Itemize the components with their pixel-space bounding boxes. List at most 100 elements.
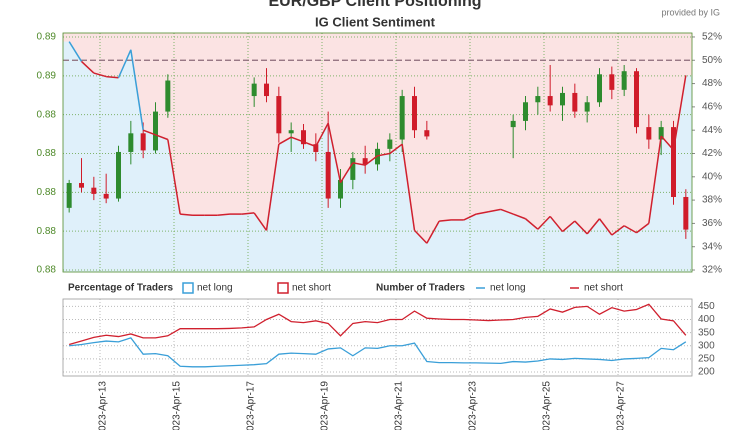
y2-tick-label: 52%	[702, 32, 722, 43]
x-tick-label: 2023-Apr-15	[172, 381, 183, 430]
candle-body	[523, 102, 528, 121]
y-tick-label: 0.88	[37, 226, 57, 237]
net-long-line	[463, 213, 477, 221]
candle-body	[621, 71, 627, 90]
net-long-line	[142, 129, 156, 136]
plot-frame	[62, 298, 693, 377]
y2-tick-label: 46%	[702, 102, 722, 113]
net-long-line	[401, 144, 416, 231]
net-long-line	[549, 215, 564, 233]
net-long-line	[611, 225, 625, 236]
net-long-line	[377, 152, 390, 157]
legend-label: net long	[490, 283, 526, 294]
net-long-line	[217, 213, 230, 216]
net-long-line	[364, 155, 378, 166]
net-long-line	[253, 212, 268, 231]
net-long-line	[648, 135, 662, 224]
candle-body	[387, 139, 393, 149]
net-long-line	[303, 141, 317, 148]
candle-body	[116, 151, 121, 199]
x-tick-label: 2023-Apr-27	[616, 381, 627, 430]
candle-body	[276, 96, 282, 134]
y2-tick-label: 34%	[702, 241, 722, 252]
net-long-line	[241, 212, 255, 215]
candle-body	[301, 130, 306, 145]
net-long-line	[562, 220, 576, 233]
net-long-line	[93, 72, 107, 78]
candle-body	[424, 130, 430, 137]
legend-label: net long	[197, 283, 233, 294]
candle-body	[66, 183, 72, 208]
candle-body	[313, 144, 319, 152]
y2-tick-label: 42%	[702, 148, 722, 159]
chart-title: EUR/GBP Client Positioning	[268, 0, 481, 10]
x-tick-label: 2023-Apr-23	[468, 381, 479, 430]
net-long-line	[389, 143, 403, 155]
candle-body	[350, 158, 356, 180]
y2-tick-label: 50%	[702, 55, 722, 66]
net-long-line	[574, 220, 588, 235]
net-long-line	[586, 218, 601, 235]
candle-body	[399, 96, 405, 140]
chart-subtitle: IG Client Sentiment	[315, 14, 436, 29]
net-long-line	[290, 136, 304, 143]
candle-body	[547, 96, 553, 106]
candle-body	[671, 127, 676, 197]
candle-body	[634, 71, 639, 128]
legend-title: Number of Traders	[376, 283, 465, 294]
candle-body	[412, 96, 417, 131]
net-long-line	[327, 123, 342, 183]
net-long-line	[623, 225, 637, 234]
y-tick-label: 200	[698, 367, 715, 378]
candle-body	[560, 92, 565, 106]
net-long-line	[598, 218, 613, 236]
candle-body	[128, 133, 134, 152]
candle-body	[658, 127, 664, 140]
net-long-line	[80, 60, 95, 74]
y2-tick-label: 48%	[702, 78, 722, 89]
candle-body	[251, 83, 257, 97]
y2-tick-label: 36%	[702, 218, 722, 229]
legend-label: net short	[292, 283, 331, 294]
y-tick-label: 0.89	[37, 32, 57, 43]
net-long-line	[130, 49, 144, 131]
net-long-line	[352, 162, 366, 166]
net-long-line	[525, 218, 539, 230]
trader-count-line	[69, 337, 687, 368]
net-long-line	[636, 222, 650, 234]
plot-frame	[62, 32, 693, 273]
x-tick-label: 2023-Apr-21	[394, 381, 405, 430]
y-tick-label: 0.88	[37, 148, 57, 159]
net-long-line	[167, 139, 181, 215]
candle-body	[79, 183, 84, 188]
net-long-line	[488, 208, 501, 213]
x-tick-label: 2023-Apr-19	[320, 381, 331, 430]
y-tick-label: 250	[698, 354, 715, 365]
y-tick-label: 350	[698, 327, 715, 338]
legend-swatch	[277, 282, 289, 294]
y-tick-label: 400	[698, 314, 715, 325]
y-tick-label: 300	[698, 340, 715, 351]
candle-body	[165, 80, 171, 112]
net-long-line	[339, 162, 354, 184]
legend-label: net short	[584, 283, 623, 294]
x-tick-label: 2023-Apr-25	[542, 381, 553, 430]
x-tick-label: 2023-Apr-17	[246, 381, 257, 430]
candle-body	[646, 127, 652, 140]
y-tick-label: 0.88	[37, 109, 57, 120]
net-long-line	[265, 144, 280, 231]
y2-tick-label: 40%	[702, 171, 722, 182]
candle-body	[103, 193, 109, 199]
net-long-line	[476, 211, 489, 215]
candle-body	[510, 120, 516, 128]
source: provided by IG	[661, 7, 720, 17]
legend-title: Percentage of Traders	[68, 283, 173, 294]
candle-body	[572, 92, 578, 112]
net-long-line	[660, 135, 675, 151]
x-tick-label: 2023-Apr-13	[98, 381, 109, 430]
y2-tick-label: 44%	[702, 125, 722, 136]
candle-body	[288, 130, 294, 134]
net-long-line	[672, 75, 687, 151]
